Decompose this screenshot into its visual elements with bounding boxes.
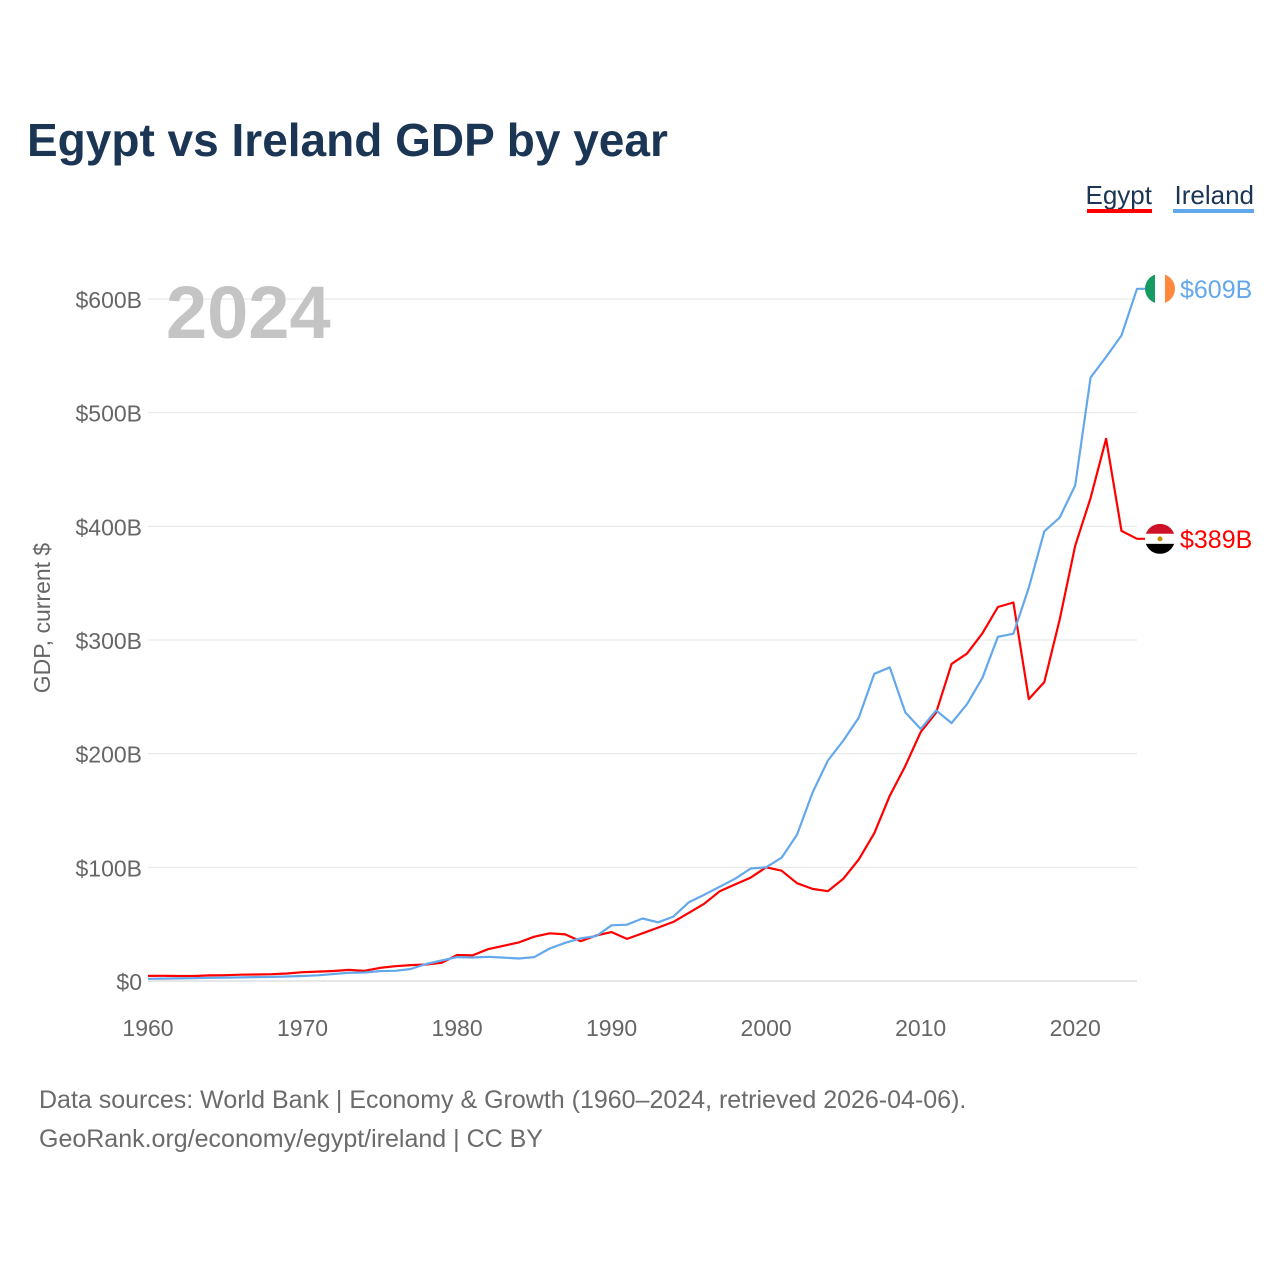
series-lines: [147, 287, 1145, 980]
y-tick-label: $0: [116, 969, 142, 995]
legend-ireland-swatch: [1173, 209, 1254, 213]
x-tick-label: 2010: [895, 1015, 946, 1041]
x-tick-label: 1980: [431, 1015, 482, 1041]
footer-source: Data sources: World Bank | Economy & Gro…: [39, 1086, 966, 1114]
y-tick-label: $400B: [75, 514, 142, 540]
series-line-ireland: [147, 287, 1145, 980]
y-axis-ticks: $0 $100B $200B $300B $400B $500B $600B: [75, 287, 142, 995]
y-axis-label: GDP, current $: [29, 543, 55, 694]
legend-egypt[interactable]: Egypt: [1086, 180, 1153, 210]
x-tick-label: 1970: [277, 1015, 328, 1041]
y-tick-label: $600B: [75, 287, 142, 313]
ireland-flag-icon: [1145, 273, 1175, 304]
x-tick-label: 1960: [122, 1015, 173, 1041]
egypt-end-value: $389B: [1180, 526, 1252, 554]
x-tick-label: 1990: [586, 1015, 637, 1041]
x-tick-label: 2020: [1050, 1015, 1101, 1041]
series-line-egypt: [147, 437, 1145, 978]
y-tick-label: $500B: [75, 401, 142, 427]
current-year-label: 2024: [166, 271, 331, 354]
egypt-flag-icon: [1145, 523, 1175, 554]
end-labels: $609B $389B: [1145, 273, 1252, 554]
ireland-end-value: $609B: [1180, 276, 1252, 304]
x-axis-ticks: 1960 1970 1980 1990 2000 2010 2020: [122, 1015, 1100, 1041]
legend-egypt-swatch: [1087, 209, 1152, 213]
legend: Egypt Ireland: [1086, 180, 1255, 213]
y-tick-label: $200B: [75, 742, 142, 768]
gridlines: [148, 298, 1137, 982]
y-tick-label: $100B: [75, 855, 142, 881]
legend-ireland[interactable]: Ireland: [1175, 180, 1255, 210]
chart-title: Egypt vs Ireland GDP by year: [27, 114, 668, 166]
footer-url[interactable]: GeoRank.org/economy/egypt/ireland | CC B…: [39, 1125, 543, 1153]
y-tick-label: $300B: [75, 628, 142, 654]
x-tick-label: 2000: [741, 1015, 792, 1041]
